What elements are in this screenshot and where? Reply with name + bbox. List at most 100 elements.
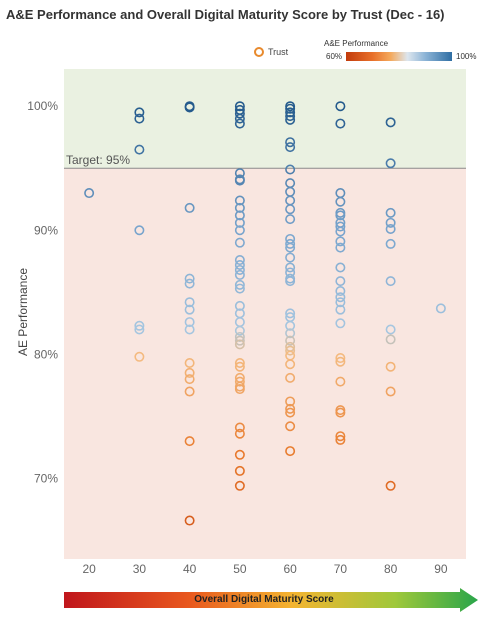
trust-point	[385, 386, 396, 397]
trust-point	[385, 324, 396, 335]
trust-point	[285, 276, 296, 287]
trust-point	[234, 259, 245, 270]
trust-point	[285, 164, 296, 175]
trust-point	[285, 372, 296, 383]
x-tick-label: 70	[334, 562, 348, 576]
legend-trust: Trust	[254, 47, 288, 57]
trust-point	[234, 376, 245, 387]
x-tick-label: 90	[434, 562, 448, 576]
trust-point	[335, 286, 346, 297]
trust-point	[285, 308, 296, 319]
trust-point	[134, 320, 145, 331]
band-below-target	[64, 168, 466, 559]
trust-point	[234, 325, 245, 336]
trust-point	[335, 262, 346, 273]
trust-point	[234, 264, 245, 275]
trust-point	[184, 273, 195, 284]
trust-point	[335, 210, 346, 221]
trust-point	[184, 515, 195, 526]
trust-point	[234, 202, 245, 213]
chart-title: A&E Performance and Overall Digital Matu…	[6, 7, 445, 22]
trust-point	[285, 345, 296, 356]
trust-point	[234, 175, 245, 186]
legend-trust-label: Trust	[268, 47, 289, 57]
trust-point	[234, 269, 245, 280]
trust-point	[285, 111, 296, 122]
trust-point	[234, 428, 245, 439]
y-tick-label: 70%	[34, 471, 58, 485]
trust-point	[335, 431, 346, 442]
trust-point	[234, 465, 245, 476]
trust-point	[435, 303, 446, 314]
trust-point	[335, 353, 346, 364]
scatter-chart: Target: 95% 70% 80% 90% 100% 20 30 40 50 60 70 80 90	[27, 69, 466, 576]
trust-point	[285, 214, 296, 225]
trust-point	[234, 422, 245, 433]
trust-point	[385, 480, 396, 491]
trust-point	[234, 480, 245, 491]
trust-point	[285, 421, 296, 432]
trust-point	[234, 283, 245, 294]
x-axis-label: Overall Digital Maturity Score	[194, 594, 334, 605]
trust-point	[385, 117, 396, 128]
trust-point	[385, 158, 396, 169]
trust-point	[335, 242, 346, 253]
trust-point	[184, 386, 195, 397]
trust-point	[184, 317, 195, 328]
trust-point	[335, 101, 346, 112]
trust-point	[84, 188, 95, 199]
trust-point	[134, 324, 145, 335]
trust-point	[234, 225, 245, 236]
trust-point	[234, 101, 245, 112]
trust-point	[335, 304, 346, 315]
trust-point	[335, 226, 346, 237]
x-tick-label: 60	[283, 562, 297, 576]
x-tick-label: 50	[233, 562, 247, 576]
trust-point	[234, 210, 245, 221]
trust-point	[385, 334, 396, 345]
trust-point	[234, 335, 245, 346]
trust-point	[285, 142, 296, 153]
x-tick-label: 30	[133, 562, 147, 576]
y-tick-label: 100%	[27, 99, 58, 113]
trust-point	[285, 204, 296, 215]
target-label: Target: 95%	[66, 153, 130, 167]
trust-point	[234, 237, 245, 248]
trust-point	[234, 279, 245, 290]
legend-color-title: A&E Performance	[324, 39, 389, 48]
trust-point	[234, 384, 245, 395]
x-tick-label: 20	[82, 562, 96, 576]
trust-point	[134, 225, 145, 236]
trust-point	[234, 300, 245, 311]
trust-point	[285, 407, 296, 418]
trust-point	[184, 297, 195, 308]
trust-point	[234, 255, 245, 266]
trust-point	[234, 118, 245, 129]
trust-point	[234, 357, 245, 368]
trust-point	[184, 357, 195, 368]
trust-point	[385, 238, 396, 249]
x-tick-label: 80	[384, 562, 398, 576]
trust-point	[285, 335, 296, 346]
trust-point	[184, 304, 195, 315]
trust-point	[234, 449, 245, 460]
trust-point	[184, 102, 195, 113]
trust-point	[335, 297, 346, 308]
trust-point	[285, 320, 296, 331]
trust-point	[335, 376, 346, 387]
trust-point	[234, 339, 245, 350]
trust-point	[184, 367, 195, 378]
trust-point	[285, 103, 296, 114]
legend-color-min: 60%	[326, 52, 343, 61]
trust-point	[385, 276, 396, 287]
trust-point	[234, 195, 245, 206]
trust-point	[385, 207, 396, 218]
trust-point	[385, 224, 396, 235]
trust-point	[285, 396, 296, 407]
trust-point	[134, 113, 145, 124]
trust-point	[335, 292, 346, 303]
maturity-arrow-icon	[64, 588, 478, 612]
trust-point	[335, 356, 346, 367]
trust-point	[335, 407, 346, 418]
trust-point	[285, 446, 296, 457]
